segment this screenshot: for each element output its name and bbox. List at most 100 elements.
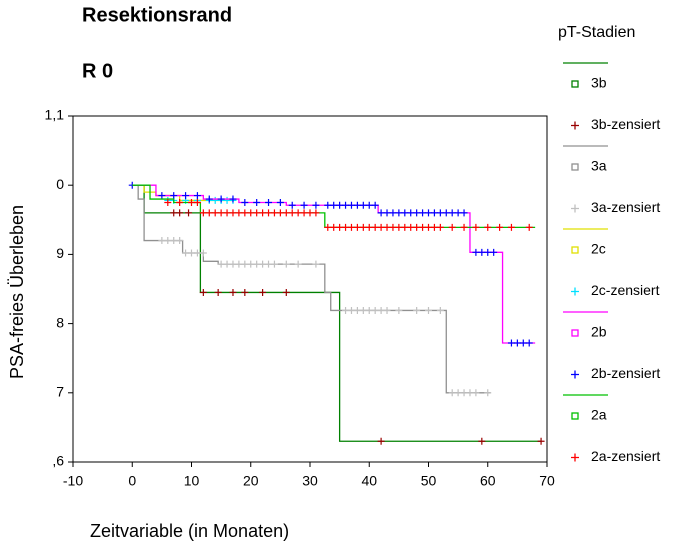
- censor-mark: [365, 306, 373, 314]
- censor-mark: [265, 260, 273, 268]
- survival-curve: [132, 184, 536, 344]
- survival-curve: [132, 184, 233, 202]
- y-tick-label: 0: [56, 176, 64, 192]
- censor-mark: [294, 209, 302, 217]
- censor-mark: [223, 260, 231, 268]
- survival-curve: [132, 184, 536, 229]
- censor-mark: [371, 201, 379, 209]
- censor-mark: [170, 192, 178, 200]
- censor-mark: [247, 209, 255, 217]
- legend-title: pT-Stadien: [558, 24, 635, 41]
- censor-mark: [436, 306, 444, 314]
- censor-mark: [336, 223, 344, 231]
- censor-mark: [288, 209, 296, 217]
- censor-mark: [353, 201, 361, 209]
- censor-mark: [478, 248, 486, 256]
- censor-mark: [214, 288, 222, 296]
- censor-mark: [229, 209, 237, 217]
- censor-mark: [185, 209, 193, 217]
- censor-mark: [347, 201, 355, 209]
- censor-mark: [436, 223, 444, 231]
- chart-subtitle: R 0: [82, 60, 113, 82]
- y-tick-label: 1,1: [45, 107, 65, 123]
- censor-mark: [223, 196, 231, 204]
- censor-mark: [389, 209, 397, 217]
- censor-mark: [460, 209, 468, 217]
- censor-mark: [241, 288, 249, 296]
- censor-mark: [282, 209, 290, 217]
- legend-marker: [571, 453, 579, 462]
- censor-mark: [176, 237, 184, 245]
- censor-mark: [164, 237, 172, 245]
- censor-mark: [430, 209, 438, 217]
- censor-mark: [294, 260, 302, 268]
- censor-mark: [276, 199, 284, 206]
- legend-marker: [571, 121, 579, 130]
- censor-mark: [448, 389, 456, 397]
- censor-mark: [359, 223, 367, 231]
- censor-mark: [496, 223, 504, 231]
- censor-mark: [419, 223, 427, 231]
- x-tick-label: 20: [243, 473, 259, 489]
- legend-label: 2a: [591, 407, 607, 423]
- censor-mark: [525, 339, 533, 347]
- censor-mark: [205, 195, 213, 203]
- x-tick-label: 10: [184, 473, 200, 489]
- censor-mark: [484, 223, 492, 231]
- legend-marker: [571, 80, 579, 88]
- censor-mark: [282, 260, 290, 268]
- censor-mark: [507, 223, 515, 231]
- censor-mark: [235, 209, 243, 217]
- legend-label: 2c-zensiert: [591, 282, 660, 298]
- censor-mark: [270, 260, 278, 268]
- censor-mark: [472, 389, 480, 397]
- censor-mark: [484, 248, 492, 256]
- censor-mark: [484, 389, 492, 397]
- censor-mark: [371, 223, 379, 231]
- x-tick-label: 40: [361, 473, 377, 489]
- censor-mark: [353, 223, 361, 231]
- censor-mark: [158, 237, 166, 245]
- censor-mark: [265, 209, 273, 217]
- censor-mark: [519, 339, 527, 347]
- censor-mark: [324, 201, 332, 209]
- legend-marker: [571, 370, 579, 379]
- censor-mark: [182, 192, 190, 200]
- censor-mark: [347, 223, 355, 231]
- censor-mark: [193, 199, 201, 206]
- censor-mark: [442, 209, 450, 217]
- censor-mark: [377, 306, 385, 314]
- x-tick-label: 50: [421, 473, 437, 489]
- censor-mark: [253, 260, 261, 268]
- legend-marker: [571, 329, 579, 337]
- censor-mark: [466, 389, 474, 397]
- survival-curve: [132, 184, 542, 442]
- censor-mark: [336, 201, 344, 209]
- legend-label: 2b-zensiert: [591, 365, 660, 381]
- censor-mark: [425, 223, 432, 231]
- censor-mark: [407, 209, 415, 217]
- censor-mark: [353, 306, 361, 314]
- censor-mark: [389, 223, 397, 231]
- censor-mark: [259, 260, 267, 268]
- legend-label: 3a: [591, 158, 607, 174]
- censor-mark: [472, 223, 480, 231]
- censor-mark: [211, 209, 219, 217]
- censor-mark: [425, 209, 432, 217]
- censor-mark: [377, 223, 385, 231]
- censor-mark: [359, 201, 367, 209]
- censor-mark: [490, 248, 498, 256]
- censor-mark: [217, 260, 225, 268]
- censor-mark: [395, 223, 403, 231]
- censor-mark: [241, 199, 249, 206]
- y-tick-label: 9: [56, 245, 64, 261]
- censor-mark: [425, 306, 432, 314]
- censor-mark: [472, 248, 480, 256]
- legend-marker: [571, 246, 579, 254]
- x-tick-label: 70: [539, 473, 555, 489]
- censor-mark: [170, 209, 178, 217]
- x-tick-label: -10: [63, 473, 83, 489]
- censor-mark: [229, 260, 237, 268]
- chart-title: Resektionsrand: [82, 4, 232, 26]
